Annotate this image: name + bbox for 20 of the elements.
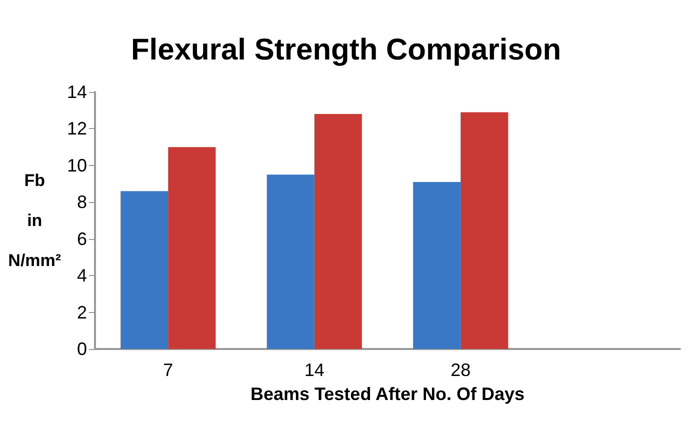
bar xyxy=(460,112,508,349)
y-tick-label: 2 xyxy=(76,302,87,322)
bar xyxy=(266,174,314,349)
y-tick-label: 0 xyxy=(76,339,87,359)
y-tick-label: 14 xyxy=(66,82,87,102)
y-tick-label: 12 xyxy=(66,118,87,139)
x-tick-label: 28 xyxy=(450,360,471,380)
y-tick-label: 10 xyxy=(66,155,87,176)
x-tick-label: 7 xyxy=(163,360,174,380)
x-tick-label: 14 xyxy=(304,360,324,380)
x-axis-title: Beams Tested After No. Of Days xyxy=(250,384,525,404)
y-tick-label: 6 xyxy=(76,228,87,249)
bar xyxy=(413,182,461,349)
bar xyxy=(314,114,362,349)
chart-title: Flexural Strength Comparison xyxy=(130,34,562,66)
y-tick-label: 8 xyxy=(76,192,87,212)
bar xyxy=(120,191,168,349)
y-tick-label: 4 xyxy=(76,266,87,286)
bar xyxy=(168,147,216,349)
text: Fb in N/mm² xyxy=(8,171,62,270)
